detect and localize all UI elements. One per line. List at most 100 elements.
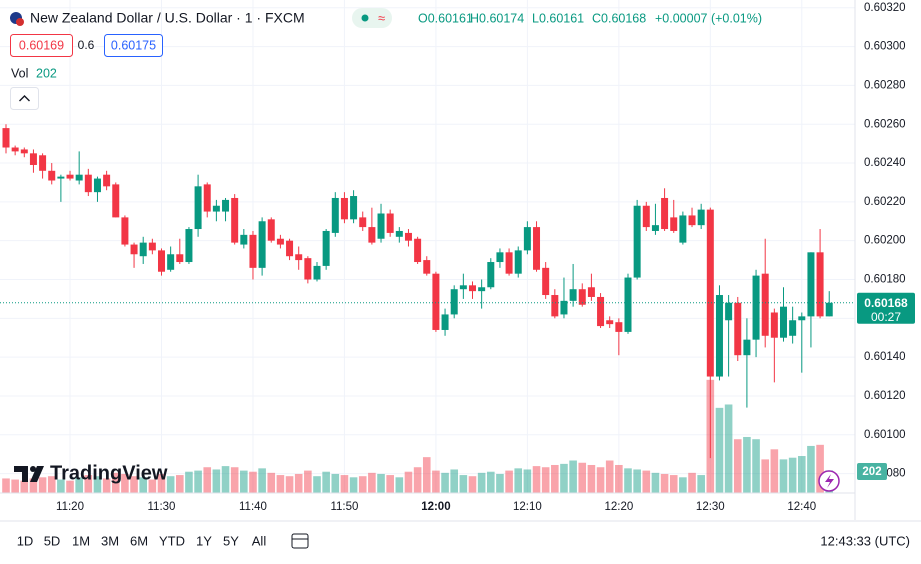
volume-bar xyxy=(450,469,459,493)
legend-item: H0.60174 xyxy=(470,11,524,25)
volume-bar xyxy=(761,459,770,493)
candle-body xyxy=(240,234,248,245)
candle-body xyxy=(615,322,623,332)
volume-bar xyxy=(477,472,486,493)
y-tick-label: 0.60260 xyxy=(864,118,906,130)
candle-body xyxy=(112,184,120,218)
overlay: New Zealand Dollar / U.S. Dollar · 1 · F… xyxy=(0,0,921,549)
volume-bar xyxy=(130,476,138,493)
candle-body xyxy=(487,262,495,288)
range-button[interactable]: YTD xyxy=(159,533,185,548)
volume-bar xyxy=(313,476,321,493)
volume-bar xyxy=(102,478,111,493)
candle-body xyxy=(57,176,65,179)
candle-body xyxy=(679,215,687,243)
countdown: 00:27 xyxy=(871,310,901,324)
candle-body xyxy=(468,285,476,292)
candle-body xyxy=(633,205,641,278)
candle-body xyxy=(148,242,156,251)
brand-name: TradingView xyxy=(50,462,168,484)
candle-body xyxy=(121,217,129,245)
range-button[interactable]: 1M xyxy=(72,533,90,548)
volume-bar xyxy=(285,476,294,493)
ask-box[interactable] xyxy=(104,34,163,57)
candle-body xyxy=(377,213,385,239)
candle-body xyxy=(569,289,577,301)
range-button[interactable]: 1D xyxy=(17,533,34,548)
volume-bar xyxy=(697,475,705,493)
candle-body xyxy=(560,300,568,315)
volume-bar xyxy=(688,472,696,493)
candle-body xyxy=(222,199,230,212)
volume-tag xyxy=(857,463,887,480)
x-tick-label: 12:00 xyxy=(421,501,450,513)
candle-body xyxy=(295,254,303,261)
candle-body xyxy=(185,229,193,263)
volume-value: 202 xyxy=(36,66,57,80)
range-button[interactable]: 5Y xyxy=(223,533,239,548)
candle-body xyxy=(231,197,239,243)
volume-bar xyxy=(770,449,779,493)
candle-body xyxy=(459,285,467,290)
volume-bar xyxy=(743,436,751,493)
volume-bar xyxy=(304,470,312,493)
y-tick-label: 0.60280 xyxy=(864,79,906,91)
collapse-button[interactable] xyxy=(10,87,39,110)
volume-bar xyxy=(368,472,376,493)
candle-body xyxy=(478,287,486,292)
volume-bar xyxy=(166,476,175,493)
volume-bar xyxy=(148,479,157,493)
candle-body xyxy=(523,227,531,251)
candle-body xyxy=(578,289,586,305)
volume-bar xyxy=(47,476,56,493)
volume-bar xyxy=(642,470,651,493)
volume-bar xyxy=(249,471,257,493)
range-button[interactable]: 6M xyxy=(130,533,148,548)
volume-bar xyxy=(185,471,193,493)
candle-body xyxy=(496,252,504,263)
candle-body xyxy=(395,230,403,237)
alert-bolt xyxy=(825,474,834,488)
range-button[interactable]: 3M xyxy=(101,533,119,548)
volume-bar xyxy=(139,477,148,493)
x-tick-label: 12:40 xyxy=(787,501,816,513)
volume-bar xyxy=(75,477,83,493)
legend-item: L0.60161 xyxy=(532,11,584,25)
date-range-icon[interactable] xyxy=(291,533,309,549)
candle-body xyxy=(441,314,449,330)
volume-bar xyxy=(541,467,550,493)
volume-bar xyxy=(294,473,303,493)
y-tick-label: 0.60220 xyxy=(864,196,906,208)
x-tick-label: 12:20 xyxy=(604,501,633,513)
candle-body xyxy=(807,252,815,317)
candle-body xyxy=(514,250,522,274)
candle-body xyxy=(11,147,19,152)
volume-bar xyxy=(459,475,468,493)
volume-bar xyxy=(624,468,632,493)
candle-body xyxy=(725,302,733,321)
candle-body xyxy=(93,178,101,193)
volume-bar xyxy=(779,459,788,493)
volume-bar xyxy=(212,469,221,493)
volume-bar xyxy=(395,477,404,493)
candle-body xyxy=(706,209,714,377)
range-button[interactable]: 1Y xyxy=(196,533,212,548)
volume-bar xyxy=(605,460,614,493)
volume-bar xyxy=(560,463,568,493)
clock: 12:43:33 (UTC) xyxy=(820,533,910,548)
candle-body xyxy=(752,275,760,340)
volume-bar xyxy=(340,475,349,493)
range-button[interactable]: All xyxy=(252,533,267,548)
volume-bar xyxy=(84,475,93,493)
brand-logo xyxy=(14,466,28,482)
last-price-label: 0.60168 xyxy=(864,296,908,310)
bid-box[interactable] xyxy=(10,34,73,57)
range-button[interactable]: 5D xyxy=(44,533,61,548)
grid xyxy=(0,0,855,493)
candle-body xyxy=(587,287,595,297)
volume-bar xyxy=(240,470,248,493)
volume-bar xyxy=(66,480,74,493)
volume-bar xyxy=(20,480,29,493)
volume-bar xyxy=(57,479,65,493)
volume-bar xyxy=(194,470,202,493)
